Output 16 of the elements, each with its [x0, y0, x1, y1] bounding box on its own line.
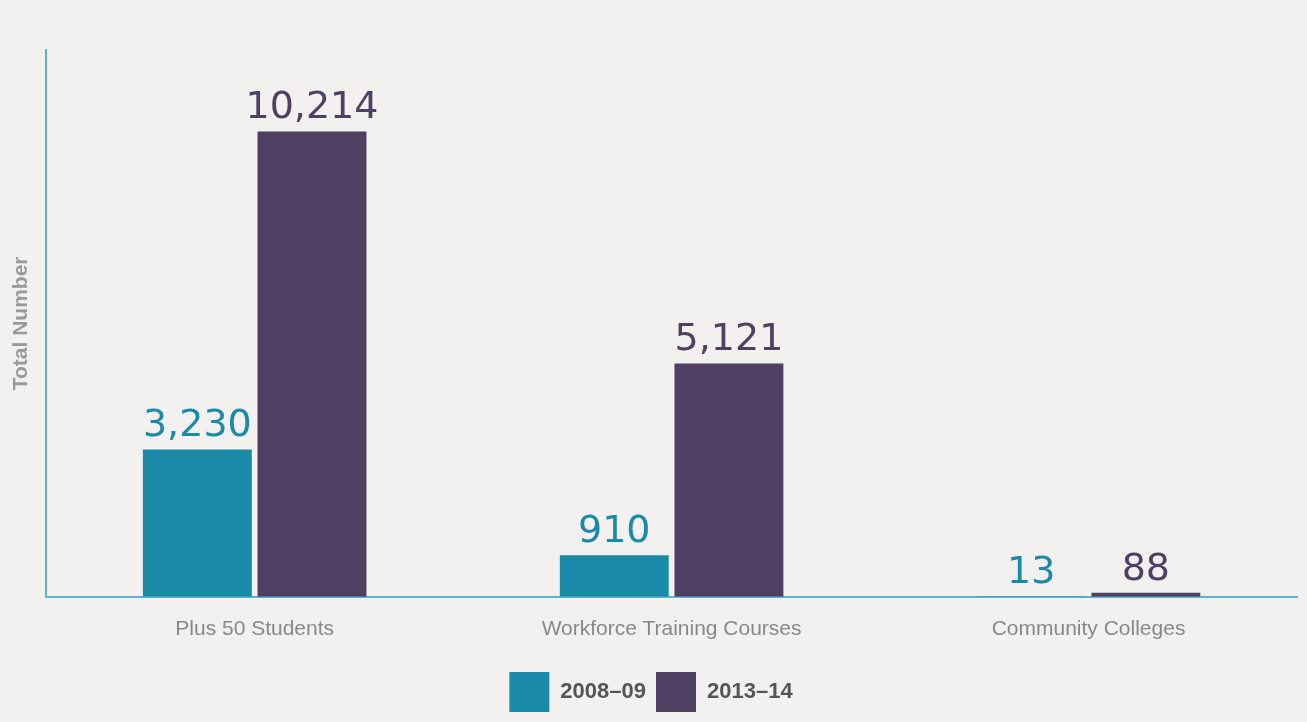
data-label: 10,214 [245, 83, 379, 128]
y-axis-title: Total Number [8, 256, 32, 391]
legend-label: 2013–14 [707, 678, 794, 704]
bar [257, 131, 367, 597]
data-label: 88 [1121, 544, 1171, 589]
legend-label: 2008–09 [560, 678, 647, 704]
bar [559, 555, 669, 597]
bar [674, 363, 784, 597]
bar [142, 449, 252, 597]
data-label: 13 [1007, 548, 1056, 593]
data-label: 5,121 [674, 315, 784, 360]
data-label: 910 [578, 507, 651, 552]
x-tick-label: Workforce Training Courses [541, 616, 802, 640]
x-tick-label: Plus 50 Students [175, 616, 335, 640]
data-label: 3,230 [142, 401, 252, 446]
x-tick-label: Community Colleges [991, 616, 1186, 640]
